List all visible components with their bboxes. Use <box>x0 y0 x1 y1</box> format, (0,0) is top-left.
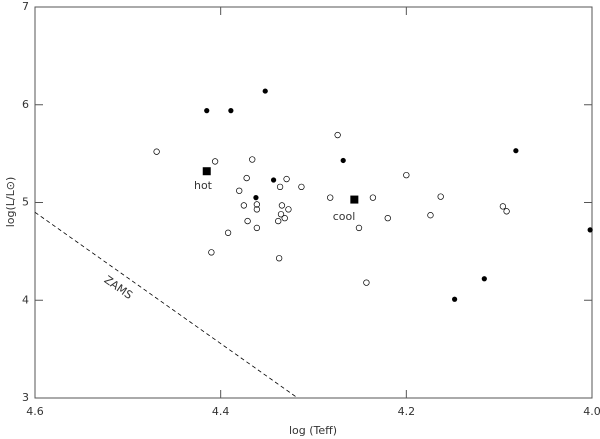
open-point <box>427 212 434 219</box>
y-axis-label: log(L/L⊙) <box>4 177 17 228</box>
open-point <box>211 158 219 165</box>
open-point <box>437 193 444 200</box>
y-tick-label: 7 <box>22 0 29 13</box>
open-point <box>355 224 363 232</box>
open-point <box>244 217 251 225</box>
filled-point <box>513 148 519 154</box>
annotation: hot <box>194 179 213 192</box>
x-tick-label: 4.4 <box>212 405 230 418</box>
open-point <box>253 206 261 213</box>
open-point <box>253 201 261 208</box>
open-point <box>384 214 391 222</box>
open-point <box>285 206 292 213</box>
open-point <box>275 217 282 225</box>
open-point <box>403 171 410 179</box>
square-point <box>350 195 359 204</box>
x-tick-label: 4.2 <box>398 405 416 418</box>
y-tick-label: 6 <box>22 98 29 111</box>
open-point <box>327 194 334 201</box>
open-point <box>153 148 160 155</box>
open-point <box>499 203 507 210</box>
filled-point <box>481 276 487 282</box>
annotation: ZAMS <box>102 273 135 302</box>
x-tick-label: 4.6 <box>26 405 44 418</box>
open-point <box>208 249 215 256</box>
open-point <box>334 131 341 139</box>
plot-frame <box>34 6 593 399</box>
filled-point <box>587 227 593 233</box>
y-tick-label: 5 <box>22 196 29 209</box>
reference-line <box>34 211 298 399</box>
filled-point <box>253 195 259 201</box>
x-tick-label: 4.0 <box>583 405 600 418</box>
square-point <box>202 167 211 176</box>
filled-point <box>270 177 277 183</box>
filled-point <box>228 108 234 114</box>
open-point <box>369 194 377 201</box>
filled-point <box>340 157 346 164</box>
open-point <box>236 187 243 194</box>
open-point <box>276 255 283 262</box>
filled-point <box>452 296 458 302</box>
filled-point <box>262 88 268 94</box>
open-point <box>243 174 250 182</box>
open-point <box>281 214 288 222</box>
open-point <box>276 183 284 191</box>
y-tick-label: 3 <box>22 391 29 404</box>
open-point <box>253 224 261 232</box>
filled-point <box>204 108 210 114</box>
open-point <box>240 202 248 209</box>
y-tick-label: 4 <box>22 293 29 306</box>
x-axis-label: log (Teff) <box>289 424 337 437</box>
open-point <box>249 156 256 163</box>
open-point <box>298 183 305 191</box>
open-point <box>278 202 286 209</box>
open-point <box>503 208 510 215</box>
open-point <box>277 211 285 218</box>
open-point <box>224 229 232 236</box>
annotation: cool <box>333 210 356 223</box>
open-point <box>363 279 370 286</box>
open-point <box>283 175 290 183</box>
